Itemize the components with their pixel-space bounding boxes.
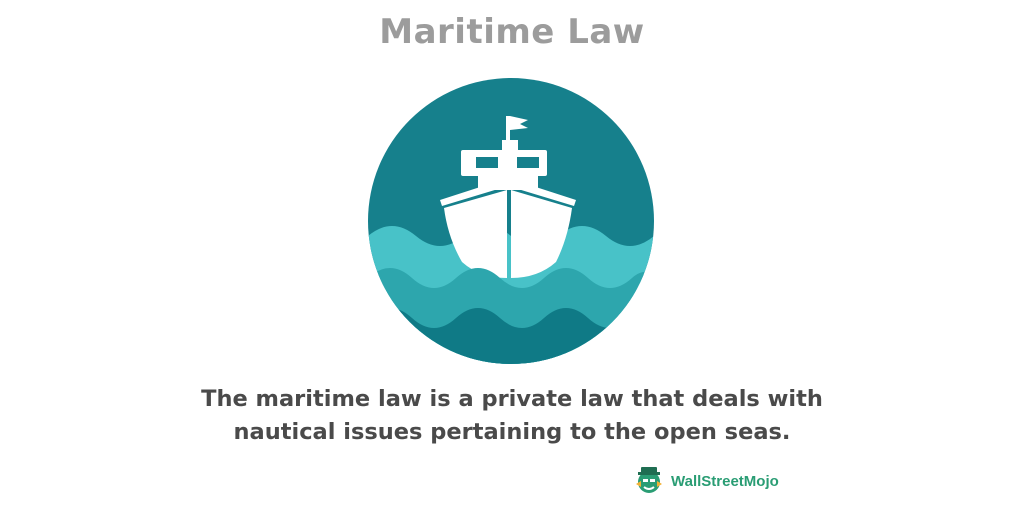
brand-name: WallStreetMojo — [671, 472, 779, 490]
brand-logo: WallStreetMojo — [632, 464, 779, 498]
window-left — [476, 157, 498, 168]
description-line-2: nautical issues pertaining to the open s… — [233, 419, 791, 445]
page-title: Maritime Law — [379, 12, 645, 52]
description-text: The maritime law is a private law that d… — [0, 383, 1024, 449]
ship-on-waves-icon — [368, 78, 654, 364]
ship-icon — [440, 116, 576, 278]
window-right — [517, 157, 539, 168]
description-line-1: The maritime law is a private law that d… — [201, 386, 823, 412]
wallstreetmojo-logo-icon — [636, 467, 662, 493]
